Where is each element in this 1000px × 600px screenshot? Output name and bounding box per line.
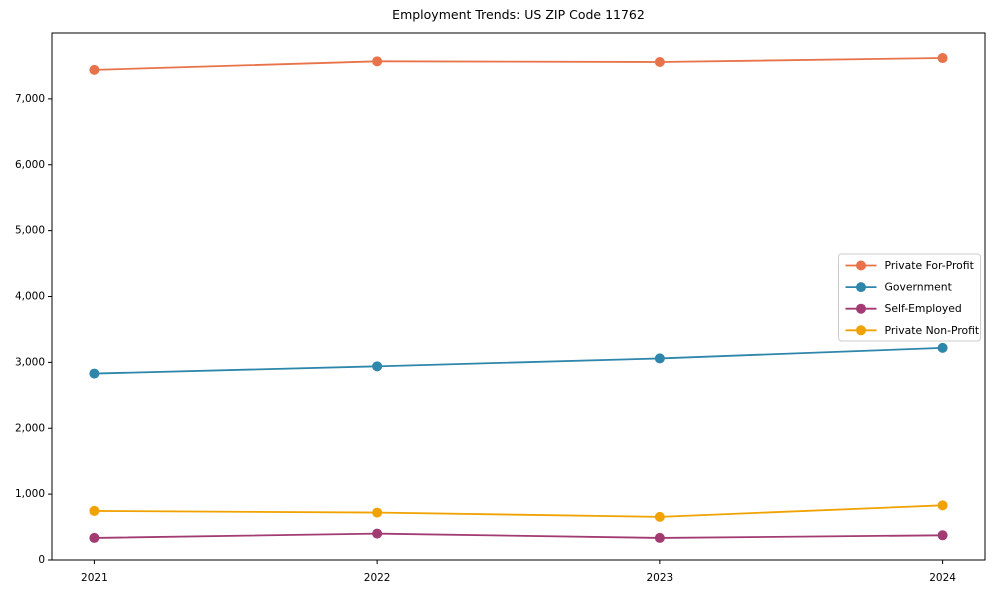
legend-item-private-for-profit: Private For-Profit (845, 259, 974, 272)
series-line-government (94, 346, 943, 375)
data-point-private-non-profit-2021 (89, 505, 100, 516)
y-tick-label: 0 (38, 554, 45, 566)
data-point-private-for-profit-2024 (937, 53, 948, 64)
data-point-private-non-profit-2022 (372, 507, 383, 518)
data-point-government-2024 (937, 342, 948, 353)
data-point-private-non-profit-2024 (937, 500, 948, 511)
legend-label-private-non-profit: Private Non-Profit (885, 324, 980, 337)
y-tick-label: 2,000 (15, 422, 45, 434)
y-tick-label: 4,000 (15, 291, 45, 303)
data-point-government-2022 (372, 361, 383, 372)
data-point-self-employed-2021 (89, 532, 100, 543)
data-point-self-employed-2024 (937, 530, 948, 541)
series-line-private-for-profit (94, 57, 943, 71)
y-tick-label: 6,000 (15, 159, 45, 171)
legend-marker-self-employed (856, 303, 866, 314)
y-tick-label: 5,000 (15, 225, 45, 237)
data-point-government-2021 (89, 368, 100, 379)
series-line-self-employed (94, 532, 943, 539)
data-point-private-for-profit-2021 (89, 64, 100, 75)
x-tick-label: 2024 (929, 572, 956, 584)
data-point-private-non-profit-2023 (654, 511, 665, 522)
legend-label-self-employed: Self-Employed (885, 302, 962, 315)
legend-label-private-for-profit: Private For-Profit (885, 259, 974, 272)
legend-marker-private-non-profit (856, 325, 866, 336)
chart-title: Employment Trends: US ZIP Code 11762 (392, 7, 645, 22)
x-tick-label: 2022 (364, 572, 391, 584)
legend-label-government: Government (885, 281, 952, 294)
data-point-self-employed-2023 (654, 532, 665, 543)
data-point-government-2023 (654, 353, 665, 364)
y-tick-label: 7,000 (15, 93, 45, 105)
series-line-private-non-profit (94, 504, 943, 518)
data-point-private-for-profit-2023 (654, 56, 665, 67)
data-point-private-for-profit-2022 (372, 56, 383, 67)
y-tick-label: 1,000 (15, 488, 45, 500)
x-tick-label: 2021 (81, 572, 108, 584)
legend-marker-private-for-profit (856, 260, 866, 271)
y-tick-label: 3,000 (15, 356, 45, 368)
legend-box (838, 253, 981, 342)
legend-marker-government (856, 282, 866, 293)
legend-item-government: Government (845, 281, 952, 294)
legend: Private For-Profit Government Self-Employe… (838, 253, 981, 342)
data-point-self-employed-2022 (372, 528, 383, 539)
legend-item-private-non-profit: Private Non-Profit (845, 324, 980, 337)
legend-item-self-employed: Self-Employed (845, 302, 962, 315)
x-tick-label: 2023 (646, 572, 673, 584)
